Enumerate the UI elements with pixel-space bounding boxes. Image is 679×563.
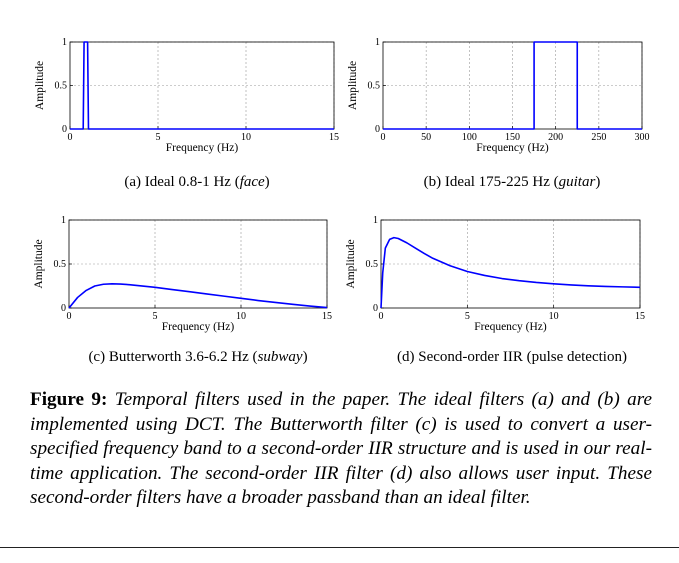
x-tick-label: 250 bbox=[591, 132, 606, 143]
x-tick-label: 5 bbox=[156, 132, 161, 143]
figure-caption-text: Temporal filters used in the paper. The … bbox=[30, 389, 653, 509]
plot-d: 0 5 10 15 0 0.5 1 Frequency (Hz) Amplitude (d) Se… bbox=[345, 215, 645, 365]
subcaption: (b) Ideal 175-225 Hz (guitar) bbox=[424, 174, 601, 190]
x-tick-label: 100 bbox=[462, 132, 477, 143]
y-tick-label: 0.5 bbox=[366, 259, 379, 270]
plot-b: 0 50 100 150 200 250 300 0 0.5 1 Frequency (Hz) Amp… bbox=[347, 37, 650, 190]
x-axis-label: Frequency (Hz) bbox=[474, 321, 547, 333]
y-tick-label: 0 bbox=[61, 303, 66, 314]
x-axis-label: Frequency (Hz) bbox=[162, 321, 235, 333]
x-tick-label: 10 bbox=[241, 132, 251, 143]
plot-c: 0 5 10 15 0 0.5 1 Frequency (Hz) Amplitude (c) Bu… bbox=[33, 215, 332, 365]
y-tick-label: 1 bbox=[375, 37, 380, 48]
series-line bbox=[68, 282, 328, 309]
x-axis-label: Frequency (Hz) bbox=[476, 142, 549, 154]
y-tick-label: 1 bbox=[61, 215, 66, 226]
y-axis-label: Amplitude bbox=[347, 61, 359, 110]
x-tick-label: 10 bbox=[549, 311, 559, 322]
series-line bbox=[380, 236, 641, 309]
x-axis-label: Frequency (Hz) bbox=[166, 142, 239, 154]
x-tick-label: 300 bbox=[635, 132, 650, 143]
y-tick-label: 0.5 bbox=[368, 81, 381, 92]
y-tick-label: 0 bbox=[373, 303, 378, 314]
x-tick-label: 200 bbox=[548, 132, 563, 143]
subcaption: (c) Butterworth 3.6-6.2 Hz (subway) bbox=[88, 349, 307, 365]
y-tick-label: 1 bbox=[373, 215, 378, 226]
x-tick-label: 5 bbox=[153, 311, 158, 322]
figure-label: Figure 9: bbox=[30, 389, 108, 410]
subcaption: (d) Second-order IIR (pulse detection) bbox=[397, 349, 627, 365]
x-tick-label: 0 bbox=[381, 132, 386, 143]
y-tick-label: 0 bbox=[62, 124, 67, 135]
x-tick-label: 0 bbox=[68, 132, 73, 143]
bottom-rule bbox=[0, 547, 679, 548]
figure-caption: Figure 9: Temporal filters used in the p… bbox=[30, 388, 652, 511]
subcaption: (a) Ideal 0.8-1 Hz (face) bbox=[124, 174, 269, 190]
x-tick-label: 15 bbox=[635, 311, 645, 322]
plot-a: 0 5 10 15 0 0.5 1 Frequency (Hz) Amplitude (a) Id… bbox=[34, 37, 339, 190]
y-axis-label: Amplitude bbox=[33, 239, 45, 288]
y-tick-label: 1 bbox=[62, 37, 67, 48]
x-tick-label: 10 bbox=[236, 311, 246, 322]
series-line bbox=[383, 41, 642, 130]
y-tick-label: 0.5 bbox=[55, 81, 68, 92]
x-tick-label: 0 bbox=[379, 311, 384, 322]
y-tick-label: 0.5 bbox=[54, 259, 67, 270]
y-tick-label: 0 bbox=[375, 124, 380, 135]
x-tick-label: 15 bbox=[329, 132, 339, 143]
x-tick-label: 15 bbox=[322, 311, 332, 322]
x-tick-label: 0 bbox=[67, 311, 72, 322]
x-tick-label: 150 bbox=[505, 132, 520, 143]
y-axis-label: Amplitude bbox=[345, 239, 357, 288]
x-tick-label: 50 bbox=[421, 132, 431, 143]
x-tick-label: 5 bbox=[465, 311, 470, 322]
y-axis-label: Amplitude bbox=[34, 61, 46, 110]
series-line bbox=[70, 41, 334, 130]
